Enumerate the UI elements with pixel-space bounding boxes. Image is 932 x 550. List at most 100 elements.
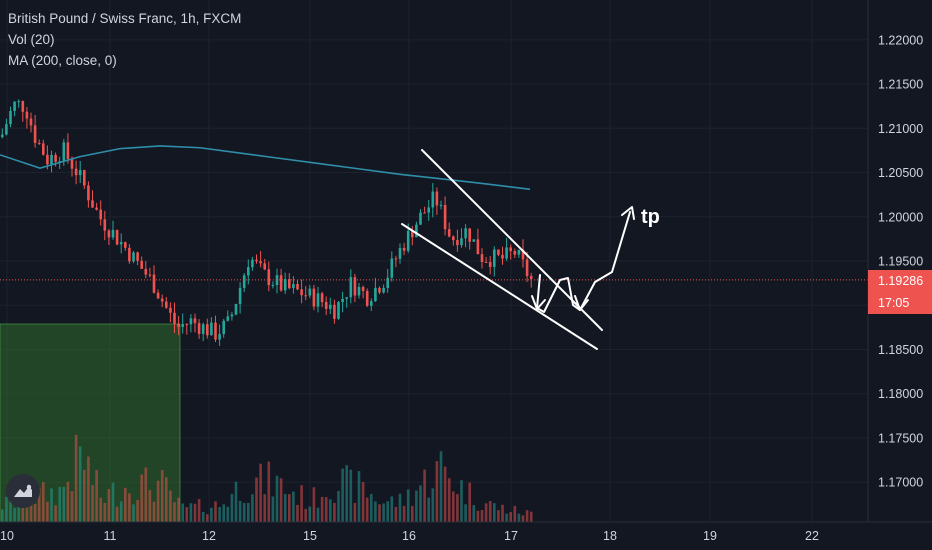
candle bbox=[50, 150, 53, 173]
volume-bar bbox=[230, 493, 234, 522]
volume-bar bbox=[529, 511, 533, 522]
candle bbox=[255, 254, 258, 264]
candle bbox=[521, 239, 525, 268]
candle bbox=[312, 284, 316, 311]
candle bbox=[267, 261, 271, 292]
volume-bars bbox=[1, 434, 533, 522]
candle bbox=[509, 244, 512, 260]
time-tick-label: 16 bbox=[402, 529, 416, 543]
candle bbox=[320, 291, 324, 308]
time-tick-label: 18 bbox=[603, 529, 617, 543]
candle bbox=[13, 100, 16, 117]
volume-bar bbox=[87, 456, 90, 522]
candle bbox=[156, 289, 160, 299]
candle bbox=[345, 297, 348, 308]
price-tick-label: 1.21000 bbox=[878, 122, 923, 136]
volume-bar bbox=[333, 502, 336, 522]
volume-indicator-label[interactable]: Vol (20) bbox=[8, 32, 55, 47]
volume-bar bbox=[70, 491, 74, 522]
candle bbox=[468, 228, 471, 250]
volume-bar bbox=[406, 489, 410, 522]
volume-bar bbox=[263, 494, 266, 522]
volume-bar bbox=[390, 496, 394, 522]
volume-bar bbox=[431, 488, 435, 522]
symbol-title[interactable]: British Pound / Swiss Franc, 1h, FXCM bbox=[8, 11, 242, 26]
time-axis[interactable]: 10 11 12 15 16 17 18 19 22 bbox=[0, 529, 819, 543]
volume-bar bbox=[521, 515, 525, 522]
volume-bar bbox=[353, 502, 357, 522]
time-tick-label: 10 bbox=[0, 529, 14, 543]
candle bbox=[464, 224, 467, 248]
volume-bar bbox=[517, 513, 521, 522]
candle bbox=[91, 190, 94, 208]
volume-bar bbox=[1, 509, 4, 522]
candle bbox=[423, 206, 426, 214]
volume-bar bbox=[255, 477, 258, 522]
volume-bar bbox=[103, 502, 107, 522]
volume-bar bbox=[210, 507, 213, 522]
volume-bar bbox=[136, 500, 139, 522]
volume-bar bbox=[119, 501, 123, 522]
candle bbox=[283, 272, 287, 294]
volume-bar bbox=[132, 504, 135, 522]
candle bbox=[17, 99, 20, 108]
volume-bar bbox=[337, 490, 340, 522]
volume-bar bbox=[218, 507, 221, 522]
candle bbox=[480, 248, 484, 269]
trend-drawings[interactable] bbox=[401, 149, 635, 350]
volume-bar bbox=[509, 512, 512, 522]
lower-trendline[interactable] bbox=[401, 223, 598, 350]
candle bbox=[119, 233, 123, 254]
candle bbox=[452, 235, 455, 246]
candle bbox=[398, 243, 402, 264]
volume-bar bbox=[382, 503, 385, 522]
countdown-badge: 17:05 bbox=[868, 292, 932, 314]
candle bbox=[460, 228, 463, 248]
candle bbox=[160, 294, 164, 308]
tradingview-logo-icon[interactable] bbox=[6, 474, 40, 508]
volume-bar bbox=[456, 494, 459, 522]
candle bbox=[99, 200, 102, 226]
arrow-head-up-tp[interactable] bbox=[621, 206, 635, 220]
candle bbox=[181, 313, 184, 334]
volume-bar bbox=[304, 508, 307, 522]
volume-bar bbox=[324, 497, 328, 522]
volume-bar bbox=[316, 507, 320, 522]
candle bbox=[316, 286, 320, 313]
volume-bar bbox=[370, 493, 373, 522]
candle bbox=[353, 273, 357, 302]
candle bbox=[443, 196, 447, 236]
candle bbox=[165, 297, 168, 310]
candle bbox=[29, 112, 33, 133]
candle bbox=[333, 299, 336, 324]
candle bbox=[456, 229, 459, 252]
volume-bar bbox=[374, 501, 377, 522]
volume-bar bbox=[283, 494, 287, 522]
price-axis[interactable]: 1.22000 1.21500 1.21000 1.20500 1.20000 1.195… bbox=[878, 33, 923, 489]
candle bbox=[214, 315, 217, 343]
projection-path[interactable] bbox=[536, 211, 631, 313]
candle bbox=[505, 237, 508, 261]
candle bbox=[279, 268, 283, 292]
volume-bar bbox=[279, 478, 283, 522]
arrow-head-down-1[interactable] bbox=[531, 295, 546, 310]
volume-bar bbox=[484, 503, 488, 522]
volume-bar bbox=[525, 510, 529, 522]
volume-bar bbox=[480, 509, 484, 522]
volume-bar bbox=[160, 470, 164, 522]
candle bbox=[357, 283, 361, 299]
candle bbox=[189, 314, 193, 333]
volume-bar bbox=[238, 500, 242, 522]
ma-indicator-label[interactable]: MA (200, close, 0) bbox=[8, 53, 117, 68]
volume-bar bbox=[152, 501, 156, 522]
arrow-head-down-2[interactable] bbox=[574, 295, 589, 311]
volume-bar bbox=[378, 504, 381, 522]
volume-bar bbox=[5, 496, 8, 522]
upper-trendline[interactable] bbox=[421, 149, 603, 331]
volume-bar bbox=[476, 510, 480, 522]
volume-bar bbox=[427, 497, 430, 522]
volume-bar bbox=[50, 488, 53, 522]
candle bbox=[419, 209, 422, 225]
candle bbox=[230, 311, 234, 321]
